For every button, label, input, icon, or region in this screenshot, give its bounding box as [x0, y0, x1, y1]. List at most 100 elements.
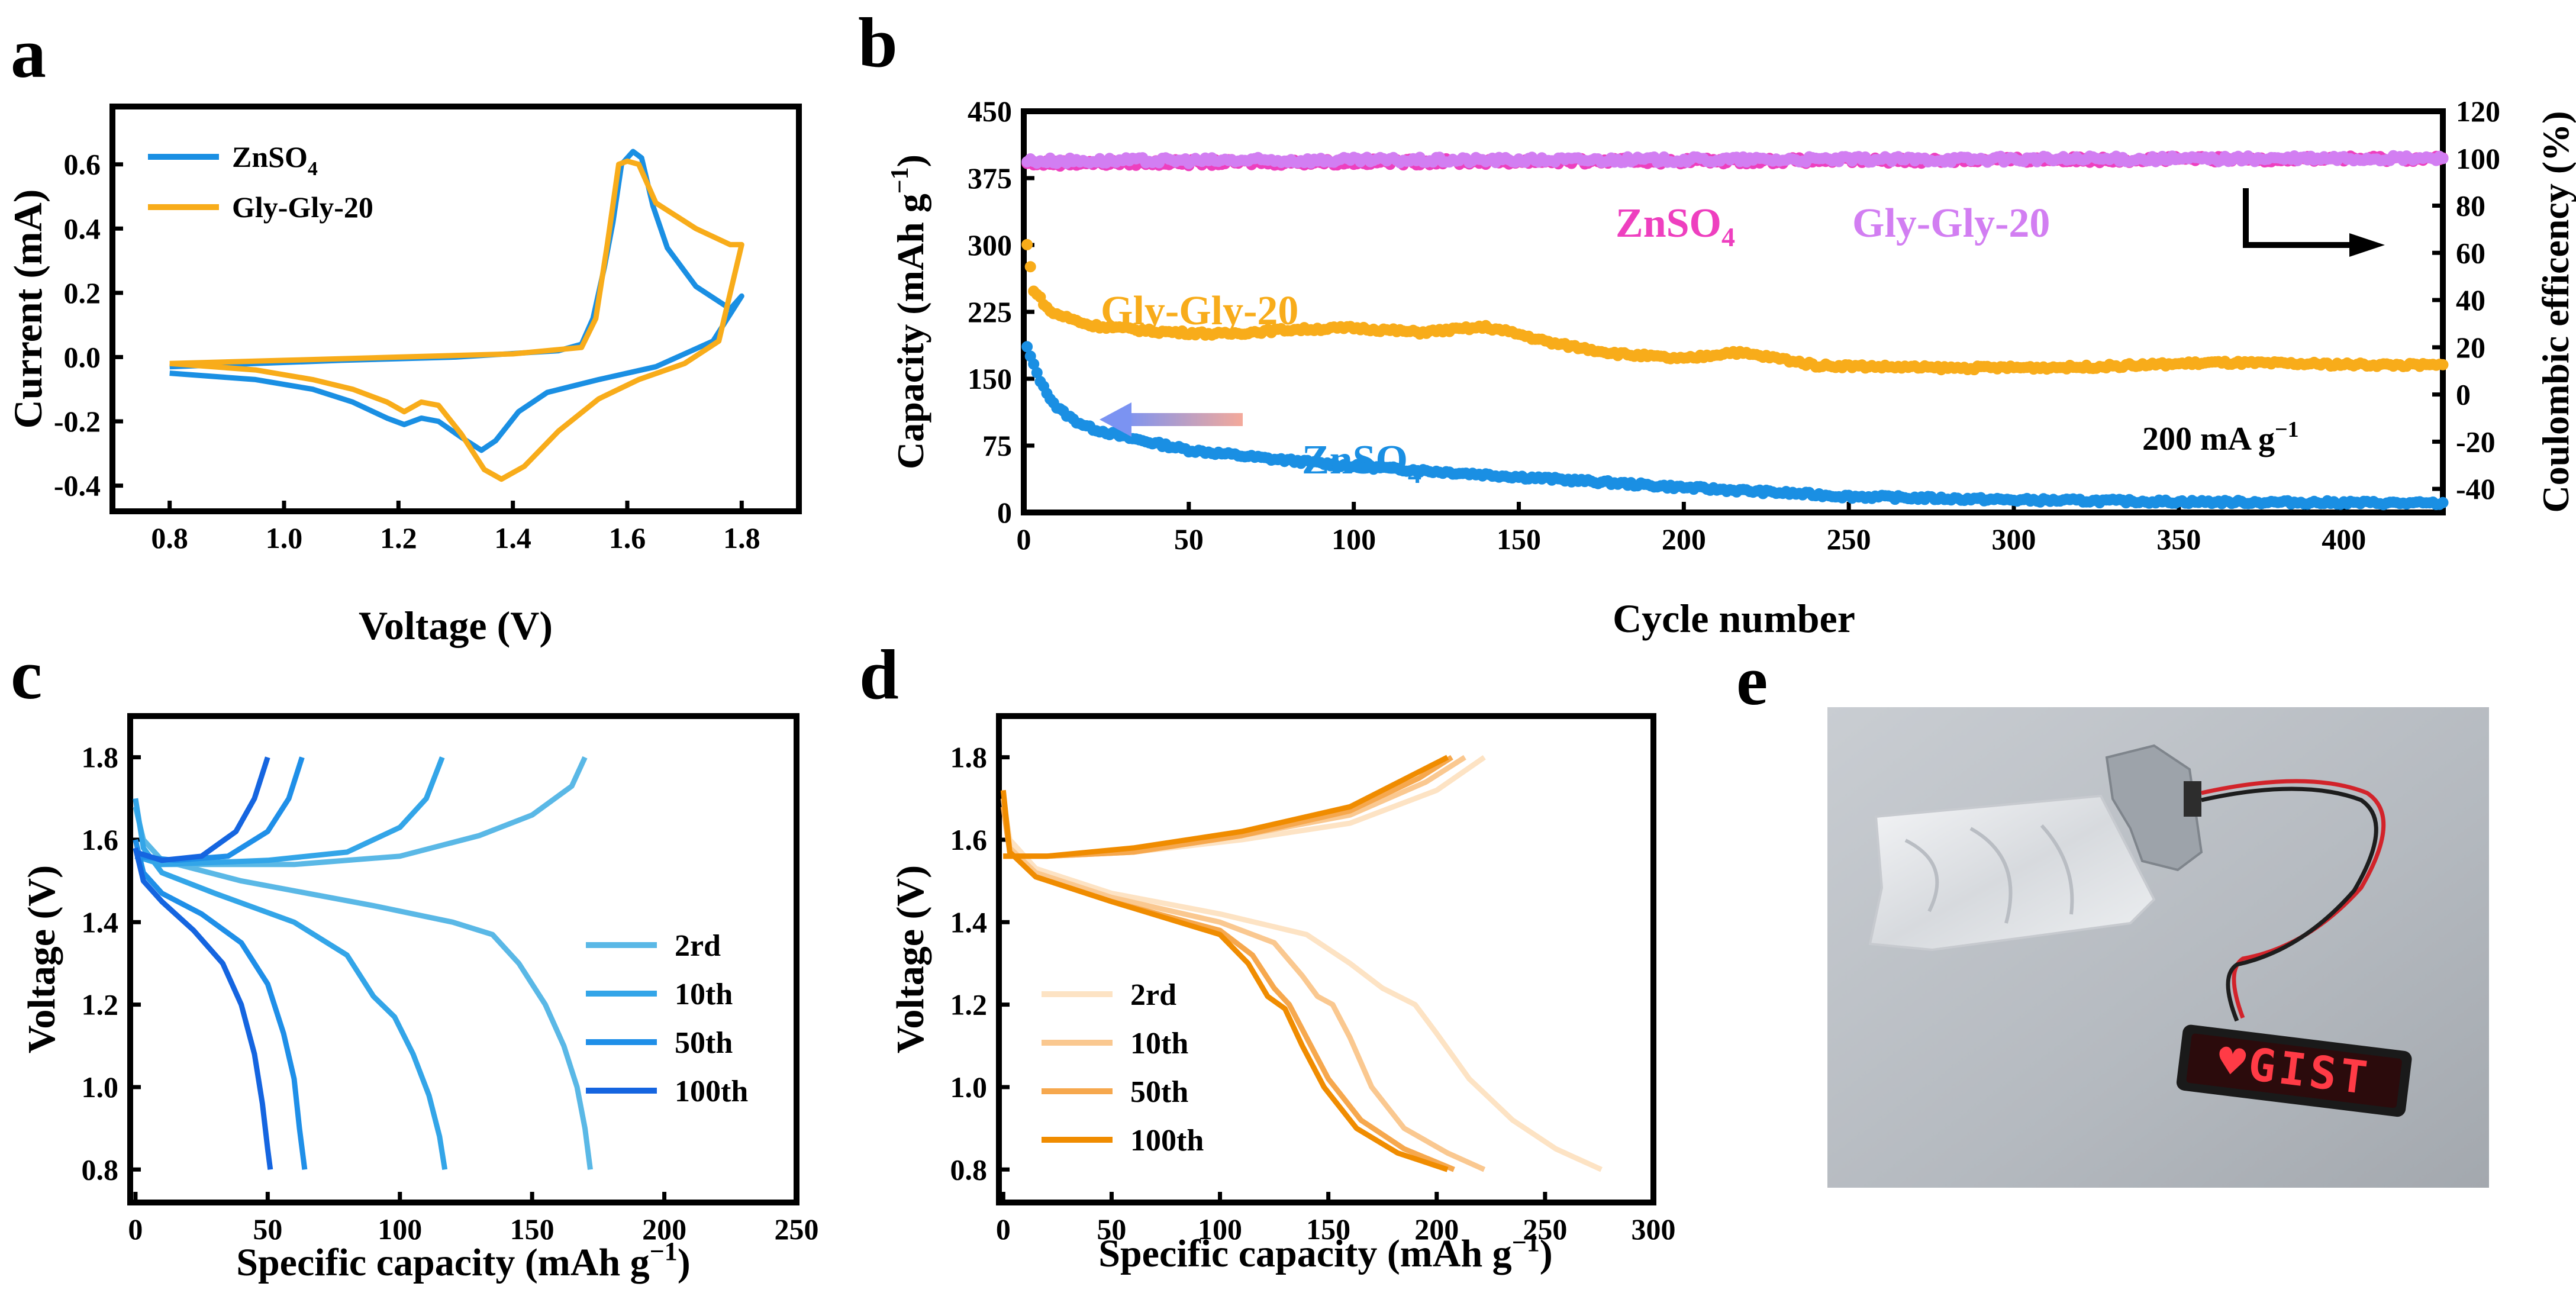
x-tick-label: 0: [1017, 523, 1031, 556]
x-tick-label: 0: [128, 1213, 143, 1246]
legend-label-10th: 10th: [1130, 1027, 1188, 1060]
chart-d-legend: 2rd 10th 50th 100th: [1042, 978, 1204, 1158]
panel-label-c: c: [11, 635, 42, 714]
y-tick-label: 1.8: [82, 741, 119, 774]
y-tick-label: -0.2: [54, 405, 101, 438]
charge-curve-100th: [1003, 755, 1449, 859]
x-tick-label: 50: [1174, 523, 1204, 556]
chart-d-ylabel: Voltage (V): [889, 865, 932, 1053]
chart-a-xlabel: Voltage (V): [359, 603, 553, 648]
x-tick-label: 200: [642, 1213, 686, 1246]
x-tick-label: 250: [775, 1213, 819, 1246]
chart-b-xlabel: Cycle number: [1613, 596, 1855, 641]
chart-c-frame: [127, 713, 799, 1205]
ce-glygly-label: Gly-Gly-20: [1852, 201, 2050, 246]
ce-znso4-label: ZnSO4: [1616, 201, 1735, 252]
chart-a-frame: [109, 104, 802, 514]
left-arrow-icon: [1100, 402, 1243, 437]
y-tick-label: 0.4: [64, 212, 101, 245]
x-tick-label: 300: [1992, 523, 2036, 556]
y-tick-label: -0.4: [54, 469, 101, 502]
x-tick-label: 400: [2322, 523, 2366, 556]
y-tick-label: 1.4: [950, 905, 988, 939]
chart-b-series: [1021, 150, 2449, 511]
discharge-curve-100th: [133, 847, 273, 1170]
y2-tick-label: 0: [2456, 378, 2471, 411]
chart-c-legend: 2rd 10th 50th 100th: [586, 929, 748, 1108]
x-tick-label: 200: [1414, 1213, 1459, 1246]
cycle-point-ce_glygly: [2437, 153, 2449, 165]
panel-label-d: d: [859, 635, 899, 714]
y2-tick-label: 120: [2456, 95, 2500, 128]
chart-b: 0 50 100 150 200 250 300 350 4000751502253003754…: [886, 95, 2576, 641]
x-tick-label: 50: [1097, 1213, 1126, 1246]
y2-tick-label: -40: [2456, 472, 2496, 505]
y-tick-label: 1.2: [950, 988, 988, 1021]
chart-d-frame: [996, 713, 1656, 1205]
clip-connector: [2184, 781, 2201, 817]
legend-label-10th: 10th: [675, 978, 733, 1011]
y2-tick-label: 80: [2456, 189, 2485, 223]
discharge-curve-10th: [133, 798, 448, 1171]
x-tick-label: 150: [1306, 1213, 1350, 1246]
y-tick-label: 0.6: [64, 148, 101, 181]
wire-black: [2201, 786, 2378, 1022]
legend-label-2rd: 2rd: [1130, 978, 1176, 1012]
wire-red: [2201, 779, 2386, 1019]
y-tick-label: 1.6: [950, 823, 988, 856]
x-tick-label: 50: [253, 1213, 282, 1246]
chart-d-series: [1000, 755, 1603, 1172]
battery-clip: [2105, 744, 2203, 872]
x-tick-label: 1.2: [380, 521, 417, 554]
pouch-crease: [1904, 824, 2074, 924]
chart-a-ticks: 0.8 1.0 1.2 1.4 1.6 1.8 -0.4 -0.2 0.0 0.2 0.4 0.6: [54, 148, 760, 554]
x-tick-label: 100: [1331, 523, 1376, 556]
y-tick-label: 375: [968, 162, 1012, 195]
cycle-point-glygly: [2437, 359, 2449, 370]
chart-d-xlabel: Specific capacity (mAh g−1): [1098, 1228, 1552, 1275]
rate-label: 200 mA g−1: [2142, 417, 2299, 457]
y-tick-label: 0.8: [82, 1153, 119, 1186]
y-tick-label: 1.8: [950, 741, 988, 774]
x-tick-label: 1.0: [266, 521, 303, 554]
chart-c-ticks: 0 50 100 150 200 250 0.8 1.0 1.2 1.4 1.6 1.8: [82, 741, 819, 1246]
cycle-point-znso4: [2437, 497, 2449, 508]
discharge-curve-50th: [133, 839, 308, 1170]
chart-a-series: [169, 149, 744, 482]
pouch-cell: [1868, 794, 2156, 952]
y2-tick-label: -20: [2456, 425, 2496, 458]
y-tick-label: 1.4: [82, 905, 119, 939]
chart-b-y2label: Coulombic efficency (%): [2535, 111, 2576, 513]
legend-label-100th: 100th: [675, 1075, 748, 1108]
chart-d-ticks: 0 50 100 150 200 250 300 0.8 1.0 1.2 1.4 1.6 1.8: [950, 741, 1676, 1246]
y2-tick-label: 40: [2456, 283, 2485, 317]
chart-c-ylabel: Voltage (V): [20, 865, 63, 1053]
x-tick-label: 100: [378, 1213, 422, 1246]
legend-label-50th: 50th: [675, 1026, 733, 1060]
cycle-point-glygly: [1024, 261, 1036, 273]
x-tick-label: 100: [1198, 1213, 1242, 1246]
chart-a-ylabel: Current (mA): [5, 189, 50, 429]
y-tick-label: 225: [968, 295, 1012, 328]
legend-label-100th: 100th: [1130, 1124, 1204, 1158]
y2-tick-label: 20: [2456, 331, 2485, 364]
discharge-curve-100th: [1000, 789, 1449, 1172]
x-tick-label: 300: [1632, 1213, 1676, 1246]
y-tick-label: 0.2: [64, 276, 101, 310]
chart-b-ticks: 0 50 100 150 200 250 300 350 4000751502253003754…: [968, 95, 2500, 556]
legend-label-znso4: ZnSO4: [232, 140, 318, 180]
battery-led-badge-photo: ♥GIST: [1827, 707, 2489, 1188]
legend-label-50th: 50th: [1130, 1075, 1188, 1109]
x-tick-label: 350: [2156, 523, 2201, 556]
chart-d: 0 50 100 150 200 250 300 0.8 1.0 1.2 1.4 1.6 1.8 2rd…: [889, 713, 1676, 1275]
chart-b-ylabel: Capacity (mAh g−1): [886, 154, 931, 469]
y-tick-label: 0.0: [64, 340, 101, 373]
charge-curve-10th: [134, 756, 445, 868]
y-tick-label: 300: [968, 228, 1012, 262]
legend-label-2rd: 2rd: [675, 929, 721, 963]
y2-tick-label: 60: [2456, 236, 2485, 269]
legend-label-glygly: Gly-Gly-20: [232, 191, 373, 224]
chart-a: 0.8 1.0 1.2 1.4 1.6 1.8 -0.4 -0.2 0.0 0.2 0.4 0.6 Z…: [5, 104, 802, 648]
charge-curve-2rd: [1003, 755, 1486, 859]
